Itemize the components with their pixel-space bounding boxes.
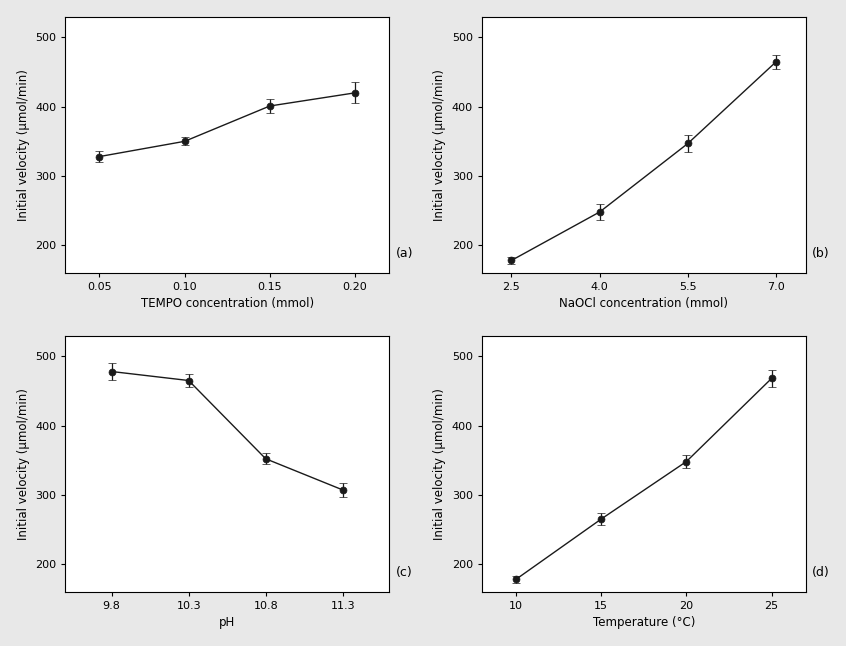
Y-axis label: Initial velocity (μmol/min): Initial velocity (μmol/min) (433, 388, 447, 539)
Text: (c): (c) (395, 566, 412, 579)
X-axis label: pH: pH (219, 616, 235, 629)
X-axis label: NaOCl concentration (mmol): NaOCl concentration (mmol) (559, 298, 728, 311)
Text: (b): (b) (812, 247, 830, 260)
Y-axis label: Initial velocity (μmol/min): Initial velocity (μmol/min) (17, 388, 30, 539)
Y-axis label: Initial velocity (μmol/min): Initial velocity (μmol/min) (17, 69, 30, 221)
Text: (d): (d) (812, 566, 830, 579)
Y-axis label: Initial velocity (μmol/min): Initial velocity (μmol/min) (433, 69, 447, 221)
X-axis label: Temperature (°C): Temperature (°C) (593, 616, 695, 629)
Text: (a): (a) (395, 247, 413, 260)
X-axis label: TEMPO concentration (mmol): TEMPO concentration (mmol) (140, 298, 314, 311)
